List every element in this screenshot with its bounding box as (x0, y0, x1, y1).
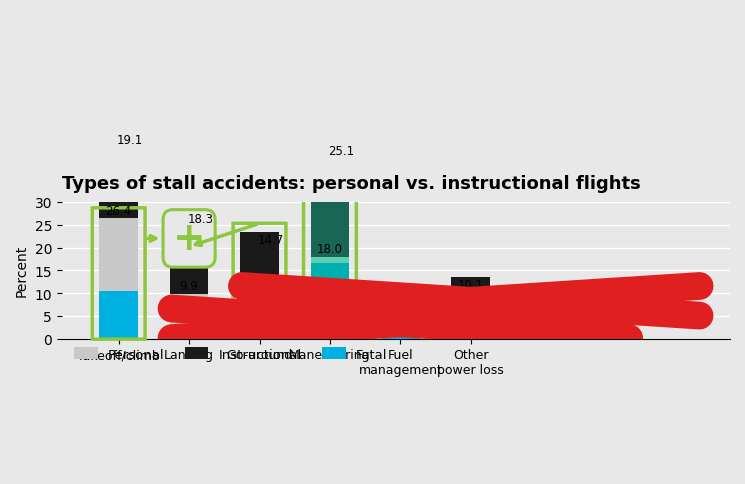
Bar (381, 334, 419, 339)
Bar (381, 332, 419, 339)
Bar (170, 211, 209, 294)
Bar (170, 336, 209, 339)
Bar (381, 322, 419, 332)
Text: 8.8: 8.8 (250, 285, 269, 298)
Text: 9.9: 9.9 (180, 280, 198, 292)
Y-axis label: Percent: Percent (15, 244, 29, 297)
Text: 18.3: 18.3 (187, 212, 213, 226)
Bar (170, 294, 209, 339)
Text: 26.4: 26.4 (106, 205, 132, 217)
Bar (240, 232, 279, 299)
Bar (451, 277, 490, 293)
Bar (451, 293, 490, 339)
Bar (451, 318, 490, 339)
Text: 10.1: 10.1 (457, 279, 484, 292)
Text: 2: 2 (408, 324, 416, 337)
Bar (311, 264, 349, 339)
Text: Types of stall accidents: personal vs. instructional flights: Types of stall accidents: personal vs. i… (62, 175, 641, 193)
Bar (240, 299, 279, 339)
Bar (99, 291, 138, 339)
Bar (99, 132, 138, 219)
Text: 18.0: 18.0 (317, 243, 343, 256)
Legend: Personal, Instructional, Fatal: Personal, Instructional, Fatal (69, 343, 393, 366)
Text: 14.7: 14.7 (258, 234, 284, 247)
Bar (311, 257, 349, 339)
Text: +: + (173, 220, 206, 258)
Text: 25.1: 25.1 (328, 145, 355, 158)
Bar (99, 219, 138, 339)
Bar (240, 330, 279, 339)
Text: 19.1: 19.1 (117, 134, 143, 147)
Bar (311, 143, 349, 257)
